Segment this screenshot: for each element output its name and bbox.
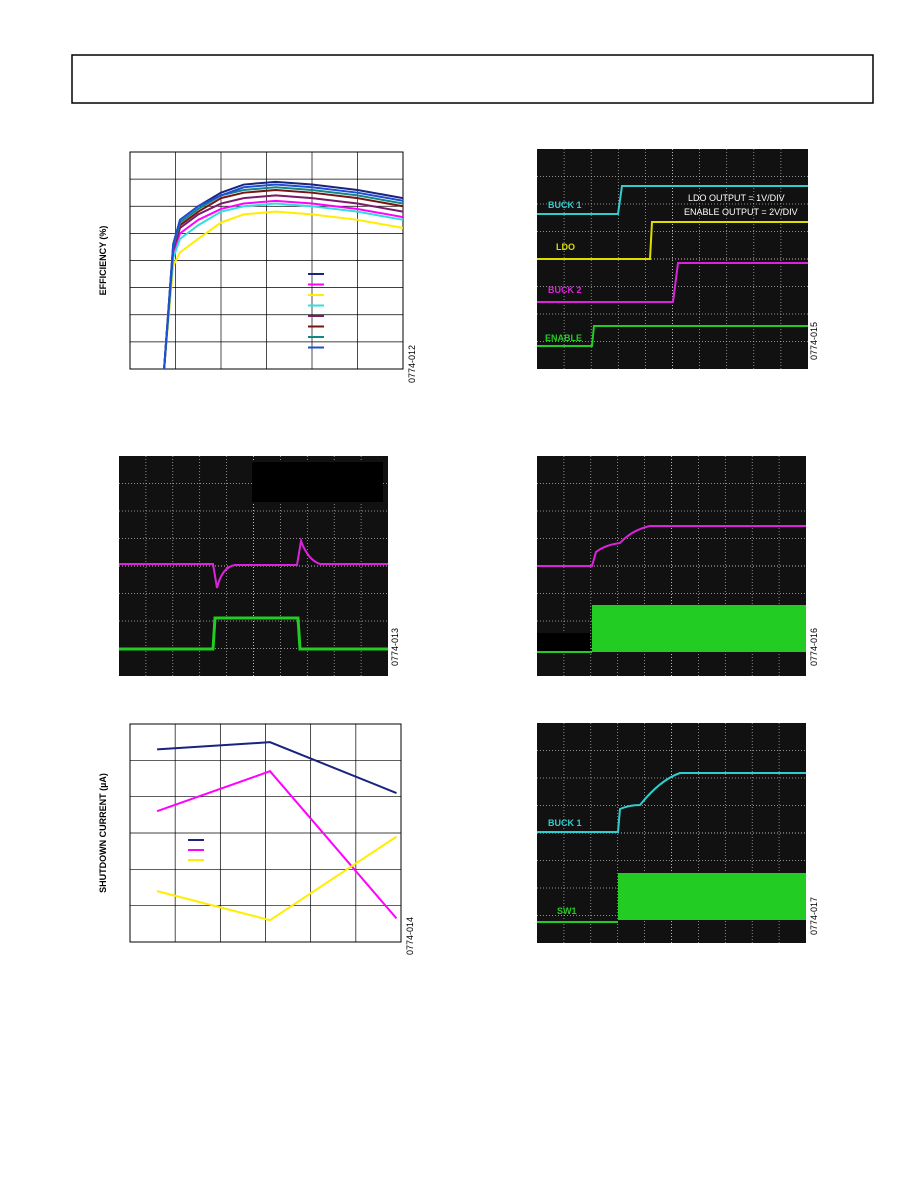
figure-code: 0774-015 <box>809 322 819 360</box>
series-line <box>156 770 398 920</box>
y-axis-label: EFFICIENCY (%) <box>98 226 108 296</box>
switching-trace <box>618 873 806 920</box>
plot-frame <box>129 723 402 943</box>
series-line <box>163 183 403 369</box>
header-box <box>71 54 874 104</box>
trace-label: BUCK 2 <box>548 285 582 295</box>
label-box <box>537 633 590 651</box>
figure-code: 0774-016 <box>809 628 819 666</box>
trace <box>119 537 388 589</box>
figure-code: 0774-017 <box>809 897 819 935</box>
trace <box>119 616 388 651</box>
switching-trace <box>592 605 806 652</box>
figure-code: 0774-013 <box>390 628 400 666</box>
figure-code: 0774-014 <box>405 917 415 955</box>
trace <box>537 325 808 347</box>
trace-label: ENABLE <box>545 333 582 343</box>
scale-label: ENABLE OUTPUT = 2V/DIV <box>684 207 798 217</box>
trace-label: BUCK 1 <box>548 818 582 828</box>
trace <box>537 525 806 567</box>
series-line <box>163 202 403 369</box>
trace-label: BUCK 1 <box>548 200 582 210</box>
trace <box>537 185 808 215</box>
y-axis-label: SHUTDOWN CURRENT (µA) <box>98 773 108 893</box>
trace <box>537 221 808 260</box>
series-line <box>157 741 397 794</box>
trace-label: LDO <box>556 242 575 252</box>
series-line <box>156 835 398 922</box>
trace <box>537 772 806 833</box>
label-box <box>252 462 383 502</box>
series-line <box>163 210 403 369</box>
series-line <box>163 199 403 369</box>
scale-label: LDO OUTPUT = 1V/DIV <box>688 193 785 203</box>
plot-frame <box>129 151 404 370</box>
figure-code: 0774-012 <box>407 345 417 383</box>
trace <box>537 262 808 303</box>
trace-label: SW1 <box>557 906 577 916</box>
